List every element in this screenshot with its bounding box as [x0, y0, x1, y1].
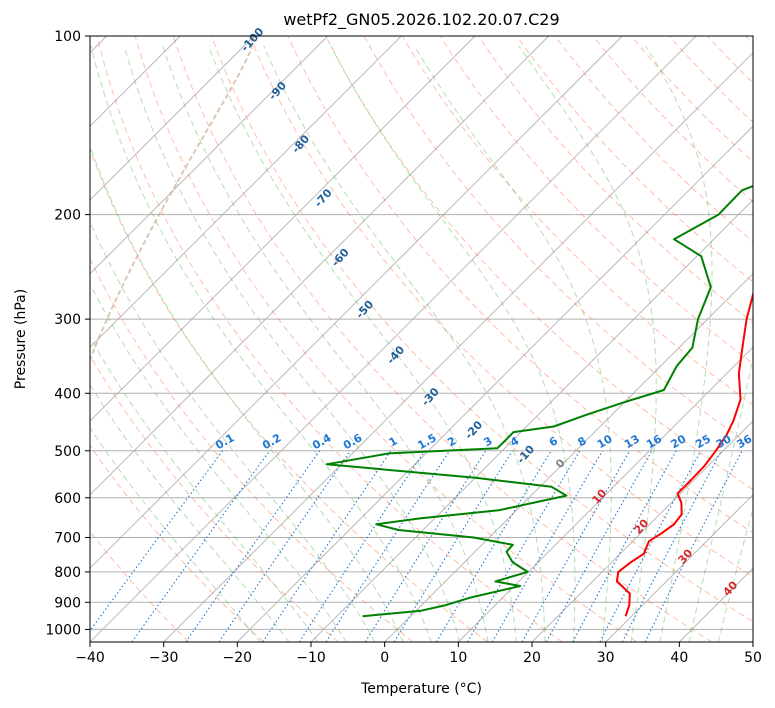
isotherm-line [531, 420, 753, 642]
moist-adiabat-line [90, 427, 261, 642]
y-tick-label: 400 [54, 386, 81, 402]
background-lines [90, 36, 753, 642]
dry-adiabat-line [134, 36, 638, 642]
mixing-ratio-line [491, 450, 603, 642]
moist-adiabat-line [90, 220, 376, 642]
x-tick-label: 50 [744, 650, 762, 666]
moist-adiabat-line [208, 45, 517, 642]
y-tick-label: 800 [54, 565, 81, 581]
moist-adiabat-line [90, 144, 404, 642]
mixing-ratio-line [393, 450, 513, 642]
dry-adiabat-line [325, 36, 753, 491]
chart-title: wetPf2_GN05.2026.102.20.07.C29 [283, 10, 559, 30]
moist-adiabat-line [90, 45, 432, 642]
moist-adiabat-line [688, 355, 753, 642]
isotherm-line [605, 494, 753, 642]
isotherm-line [310, 199, 753, 642]
moist-adiabat-line [717, 506, 753, 642]
y-tick-label: 600 [54, 491, 81, 507]
moist-adiabat-line [413, 45, 612, 642]
mixing-ratio-line [545, 450, 653, 642]
y-tick-label: 1000 [45, 622, 81, 638]
dry-adiabat-line [401, 36, 753, 406]
dry-adiabat-line [90, 257, 414, 642]
profile-lines [325, 184, 753, 618]
isotherm-line [90, 36, 329, 275]
isotherm-line [163, 52, 753, 642]
y-axis-label: Pressure (hPa) [13, 289, 29, 389]
isotherm-line [236, 125, 753, 642]
mixing-ratio-line [521, 450, 631, 642]
x-tick-label: 0 [380, 650, 389, 666]
y-tick-label: 700 [54, 531, 81, 547]
dry-adiabat-line [630, 36, 753, 163]
mixing-ratio-line [325, 450, 451, 642]
dry-adiabat-line [249, 36, 753, 578]
x-tick-label: −10 [296, 650, 326, 666]
x-tick-label: 10 [449, 650, 467, 666]
mixing-ratio-line [572, 450, 677, 642]
x-tick-label: −40 [75, 650, 105, 666]
dry-adiabat-line [592, 36, 753, 203]
isotherm-line [457, 346, 753, 642]
isotherm-line [384, 273, 753, 642]
moist-adiabat-line [330, 45, 576, 642]
moist-adiabat-line [90, 336, 319, 642]
mixing-ratio-line [435, 450, 552, 642]
x-tick-label: 30 [597, 650, 615, 666]
x-tick-label: 20 [523, 650, 541, 666]
x-tick-label: 40 [670, 650, 688, 666]
dry-adiabat-line [211, 36, 753, 623]
x-tick-label: −20 [223, 650, 253, 666]
moist-adiabat-line [90, 383, 290, 642]
lcl-arc-line [90, 36, 255, 363]
moist-adiabat-line [123, 45, 461, 642]
isotherm-line [90, 36, 255, 201]
mixing-ratio-line [131, 450, 271, 642]
dry-adiabat-line [363, 36, 753, 448]
y-tick-label: 500 [54, 444, 81, 460]
temperature-profile-line [615, 290, 753, 617]
dry-adiabat-line [90, 444, 264, 642]
moist-adiabat-line [263, 45, 546, 642]
y-tick-label: 200 [54, 208, 81, 224]
isotherm-line [90, 36, 550, 496]
mixing-ratio-line [364, 450, 487, 642]
dry-adiabat-line [516, 36, 753, 283]
mixing-ratio-line [218, 450, 351, 642]
dry-adiabat-line [96, 36, 563, 642]
moist-adiabat-line [518, 45, 657, 642]
moist-adiabat-line [645, 45, 713, 642]
isotherm-line [90, 36, 476, 422]
y-tick-label: 900 [54, 595, 81, 611]
dry-adiabat-line [478, 36, 753, 324]
x-axis-label: Temperature (°C) [360, 681, 482, 697]
axes: −40 −30 −20 −10 0 10 20 30 40 50 100 200 300 400 500 60… [45, 29, 762, 666]
isotherm-line [90, 36, 697, 642]
mixing-ratio-line [467, 450, 581, 642]
x-tick-label: −30 [149, 650, 179, 666]
dry-adiabat-line [172, 36, 712, 642]
y-tick-label: 100 [54, 29, 81, 45]
isotherm-line [90, 36, 623, 569]
plot-frame [89, 35, 754, 643]
y-tick-label: 300 [54, 312, 81, 328]
mixing-ratio-line [185, 450, 321, 642]
moist-adiabat-line [162, 45, 489, 642]
dewpoint-profile-line [325, 184, 753, 618]
isotherm-line [90, 36, 402, 348]
